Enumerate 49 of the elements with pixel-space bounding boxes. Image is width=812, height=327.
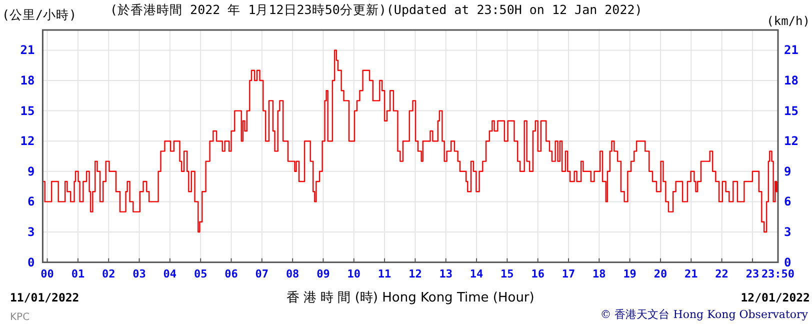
x-tick-label: 20 xyxy=(654,267,668,280)
x-axis-title: 香 港 時 間 (時) Hong Kong Time (Hour) xyxy=(286,290,534,306)
x-tick-label: 03 xyxy=(132,267,146,280)
x-tick-label: 08 xyxy=(286,267,300,280)
text: 12/01/2022 xyxy=(740,290,810,304)
y-tick-label: 21 xyxy=(20,43,35,58)
x-tick-label: 23:50 xyxy=(761,267,795,280)
y2-tick-label: 18 xyxy=(784,74,798,88)
y-axis-title: (公里/小時) xyxy=(2,7,77,22)
x-tick-label: 21 xyxy=(684,267,698,280)
y2-tick-label: 9 xyxy=(784,164,792,178)
x-tick-label: 00 xyxy=(40,267,54,280)
x-tick-label: 10 xyxy=(347,267,361,280)
text: © 香港天文台 Hong Kong Observatory xyxy=(600,308,809,321)
x-tick-label: 01 xyxy=(71,267,85,280)
text: 11/01/2022 xyxy=(10,290,80,304)
y2-axis-title: (km/h) xyxy=(766,14,810,28)
y-tick-label: 15 xyxy=(20,104,35,118)
x-tick-label: 11 xyxy=(378,267,392,280)
y2-tick-label: 21 xyxy=(784,43,798,58)
x-tick-label: 02 xyxy=(102,267,116,280)
chart-title: (於香港時間 2022 年 1月12日23時50分更新)(Updated at 23:50H on 12 Jan 2022) xyxy=(110,2,642,17)
x-tick-label: 18 xyxy=(592,267,606,280)
y2-tick-label: 6 xyxy=(784,194,792,209)
y2-tick-label: 0 xyxy=(784,255,792,270)
x-tick-label: 19 xyxy=(623,267,636,280)
y-tick-label: 3 xyxy=(27,225,35,239)
x-tick-label: 15 xyxy=(500,267,514,280)
x-tick-label: 13 xyxy=(439,267,452,280)
y-tick-label: 9 xyxy=(27,164,35,178)
x-tick-label: 22 xyxy=(715,267,728,280)
x-tick-label: 17 xyxy=(562,267,576,280)
x-tick-label: 12 xyxy=(408,267,422,280)
y2-tick-label: 3 xyxy=(784,225,792,239)
y2-tick-label: 12 xyxy=(784,134,798,148)
x-tick-label: 23 xyxy=(746,267,760,280)
x-tick-label: 14 xyxy=(470,267,484,280)
y-tick-label: 0 xyxy=(27,255,35,270)
x-tick-label: 09 xyxy=(316,267,330,280)
x-tick-label: 07 xyxy=(255,267,269,280)
y-tick-label: 12 xyxy=(20,134,35,148)
text: KPC xyxy=(10,312,30,323)
y-tick-label: 6 xyxy=(27,194,35,209)
y2-tick-label: 15 xyxy=(784,104,798,118)
y-tick-label: 18 xyxy=(20,74,35,88)
x-tick-label: 16 xyxy=(531,267,545,280)
x-tick-label: 05 xyxy=(194,267,208,280)
x-tick-label: 06 xyxy=(224,267,238,280)
x-tick-label: 04 xyxy=(163,267,177,280)
